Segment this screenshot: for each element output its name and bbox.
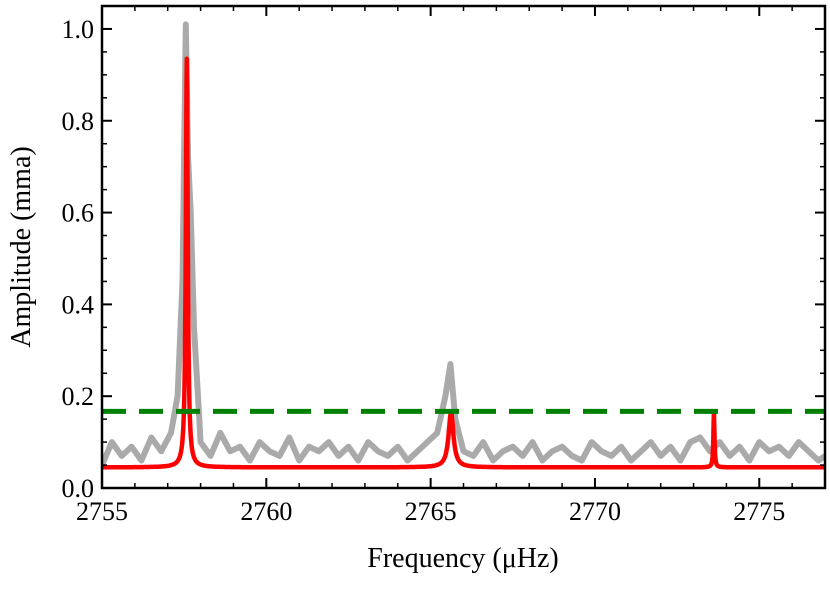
x-tick-label: 2775 [733,497,785,526]
model-fit-series [102,56,825,470]
spectrum-series [102,21,825,467]
y-tick-label: 0.6 [62,199,95,228]
x-tick-label: 2765 [405,497,457,526]
y-tick-label: 0.4 [62,290,95,319]
y-tick-label: 0.0 [62,474,95,503]
x-axis-title: Frequency (μHz) [367,543,559,574]
x-tick-label: 2755 [76,497,128,526]
y-tick-label: 0.8 [62,107,95,136]
y-tick-label: 0.2 [62,382,95,411]
x-tick-label: 2760 [240,497,292,526]
x-tick-label: 2770 [569,497,621,526]
plot-frame [100,4,827,490]
y-tick-label: 1.0 [62,15,95,44]
y-axis-title: Amplitude (mma) [6,146,37,347]
